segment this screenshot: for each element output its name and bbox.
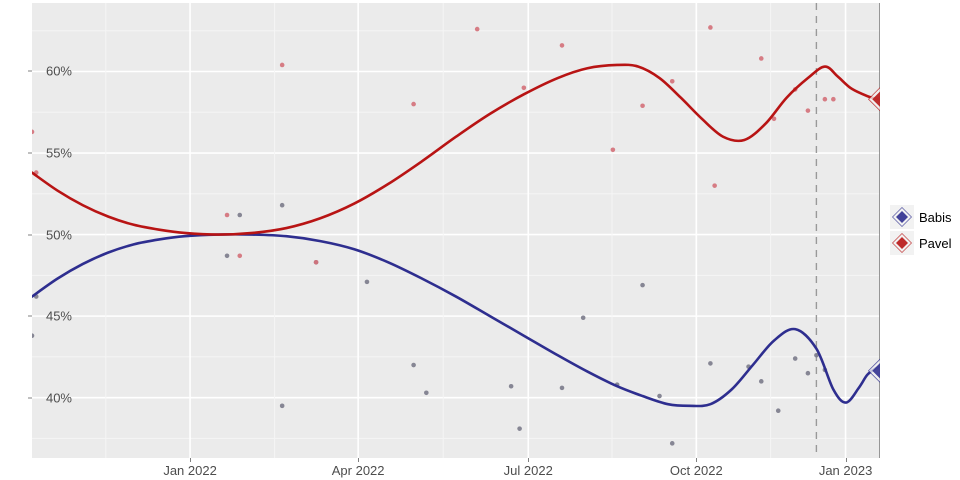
- x-axis-tick-mark: [190, 458, 192, 462]
- x-axis-tick-mark: [845, 458, 847, 462]
- legend-label-pavel: Pavel: [919, 235, 952, 251]
- gridlines-major-y: [32, 70, 880, 399]
- y-axis-tick-mark: [28, 234, 32, 236]
- x-axis-tick-label: Jan 2022: [163, 463, 217, 478]
- legend: Babis Pavel: [890, 204, 960, 256]
- x-axis-tick-mark: [696, 458, 698, 462]
- scatter-points: [32, 25, 836, 446]
- x-axis-tick-label: Jul 2022: [503, 463, 553, 478]
- plot-panel: [32, 3, 880, 458]
- x-axis-tick-label: Oct 2022: [669, 463, 723, 478]
- x-axis-tick-label: Apr 2022: [331, 463, 385, 478]
- y-axis-tick-mark: [28, 397, 32, 399]
- x-axis-tick-label: Jan 2023: [818, 463, 873, 478]
- gridlines-major-x: [189, 3, 847, 458]
- y-axis-tick-mark: [28, 315, 32, 317]
- end-markers[interactable]: [867, 87, 881, 383]
- y-axis-tick-label: 40%: [45, 390, 72, 406]
- trend-lines: [32, 63, 880, 408]
- legend-item-babis[interactable]: Babis: [890, 204, 960, 230]
- x-axis-tick-mark: [528, 458, 530, 462]
- y-axis-tick-mark: [28, 70, 32, 72]
- y-axis-tick-mark: [28, 152, 32, 154]
- y-axis-tick-label: 55%: [45, 145, 72, 161]
- plot-area-svg: [32, 3, 880, 458]
- legend-marker-babis-icon: [890, 205, 914, 229]
- y-axis-tick-label: 50%: [45, 227, 72, 243]
- gridlines-minor-y: [32, 30, 880, 439]
- x-axis-tick-mark: [358, 458, 360, 462]
- y-axis-tick-label: 45%: [45, 308, 72, 324]
- y-axis-tick-label: 60%: [45, 63, 72, 79]
- legend-item-pavel[interactable]: Pavel: [890, 230, 960, 256]
- reference-lines: [815, 3, 880, 458]
- legend-label-babis: Babis: [919, 209, 952, 225]
- legend-marker-pavel-icon: [890, 231, 914, 255]
